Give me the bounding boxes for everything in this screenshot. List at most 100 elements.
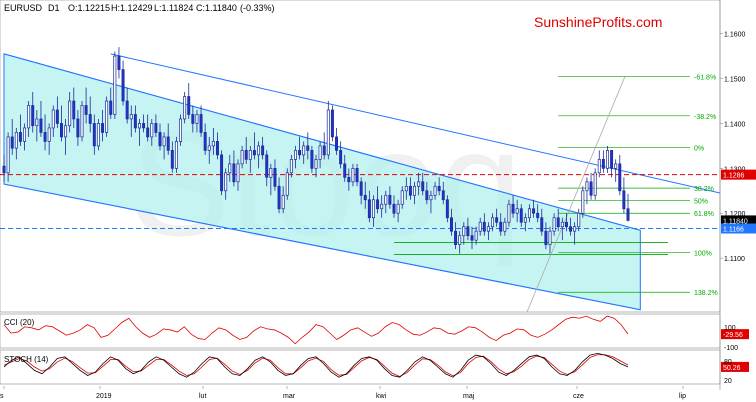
candle-body — [421, 181, 425, 192]
candle-body — [548, 230, 552, 246]
candle-body — [281, 194, 285, 210]
candle-body — [314, 159, 318, 169]
candle-body — [23, 127, 27, 142]
candle-body — [400, 190, 404, 205]
stoch-d-line — [3, 354, 629, 377]
cci-level-bottom: -100 — [724, 345, 738, 352]
candle-body — [454, 230, 458, 246]
last-price-tag: 1.11840 — [723, 218, 748, 225]
candle-body — [137, 123, 141, 129]
candle-body — [220, 154, 224, 192]
x-tick-label: cze — [573, 393, 584, 400]
candle-body — [117, 55, 121, 70]
candle-body — [552, 217, 556, 232]
fib-label: 0% — [694, 146, 704, 153]
channel-lower-line — [3, 183, 641, 311]
stoch-value: 50.26 — [723, 365, 741, 372]
candle-body — [404, 185, 408, 192]
candle-body — [326, 109, 330, 156]
candle-body — [458, 235, 462, 246]
cci-value-bg — [721, 329, 749, 340]
change-value: (-0.33%) — [240, 3, 275, 13]
candle-body — [507, 203, 511, 223]
candle-body — [396, 203, 400, 214]
candle-body — [433, 185, 437, 196]
cci-title: CCI (20) — [4, 318, 35, 327]
x-tick-label: lut — [199, 393, 206, 400]
candle-body — [207, 145, 211, 151]
candle-body — [64, 125, 68, 138]
stoch-value-bg — [721, 361, 749, 372]
candle-body — [150, 123, 154, 138]
candle-body — [626, 208, 630, 221]
candle-body — [92, 123, 96, 147]
candle-body — [474, 230, 478, 241]
candle-body — [170, 150, 174, 169]
fib-label: -38.2% — [694, 114, 716, 121]
candle-body — [491, 217, 495, 228]
candle-body — [392, 203, 396, 214]
candle-body — [39, 118, 43, 133]
candle-body — [199, 114, 203, 133]
candle-body — [445, 199, 449, 219]
candle-body — [425, 190, 429, 201]
fib-label: 38.2% — [694, 186, 714, 193]
candle-body — [211, 141, 215, 147]
y-tick-label: 1.1400 — [724, 121, 746, 128]
candle-body — [43, 132, 47, 142]
candle-body — [380, 203, 384, 210]
candle-body — [273, 167, 277, 187]
cci-value: -29.56 — [723, 332, 743, 339]
candle-body — [384, 194, 388, 205]
candle-body — [59, 123, 63, 138]
candle-body — [466, 226, 470, 237]
blue-level-tag-bg — [721, 223, 756, 234]
candle-body — [462, 226, 466, 237]
candle-body — [113, 55, 117, 115]
high-value: H:1.12429 — [111, 3, 153, 13]
stoch-level-top: 80 — [724, 359, 732, 366]
candle-body — [146, 127, 150, 138]
candle-body — [441, 190, 445, 201]
candle-body — [486, 226, 490, 232]
candle-body — [109, 100, 113, 115]
candle-body — [339, 150, 343, 165]
candle-body — [601, 159, 605, 169]
fib-label: 100% — [694, 250, 712, 257]
candle-body — [31, 105, 35, 127]
candle-body — [573, 226, 577, 232]
candle-body — [413, 185, 417, 196]
candle-body — [252, 150, 256, 156]
candle-body — [154, 123, 158, 133]
candle-body — [470, 235, 474, 241]
candle-body — [6, 136, 10, 174]
fib-diagonal — [526, 76, 626, 313]
candle-body — [589, 181, 593, 196]
candle-body — [556, 217, 560, 228]
x-tick-label: lip — [679, 393, 686, 400]
candle-body — [376, 199, 380, 210]
candle-body — [142, 123, 146, 129]
candle-body — [560, 221, 564, 228]
candle-body — [622, 190, 626, 210]
last-price-tag-bg — [721, 215, 756, 226]
candles — [2, 47, 630, 254]
candle-body — [10, 136, 14, 149]
candle-body — [569, 226, 573, 232]
cci-line — [3, 315, 629, 345]
candle-body — [544, 230, 548, 246]
candle-body — [2, 165, 6, 174]
candle-body — [515, 208, 519, 214]
candle-body — [27, 105, 31, 129]
brand-text: SunshineProfits.com — [534, 14, 662, 30]
candle-body — [499, 221, 503, 232]
candle-body — [593, 172, 597, 196]
candle-body — [133, 114, 137, 129]
candle-body — [478, 221, 482, 232]
candle-body — [298, 150, 302, 156]
candle-body — [610, 150, 614, 169]
candle-body — [14, 132, 18, 149]
candle-body — [72, 100, 76, 120]
candle-body — [585, 181, 589, 192]
x-tick-label: mar — [283, 393, 296, 400]
